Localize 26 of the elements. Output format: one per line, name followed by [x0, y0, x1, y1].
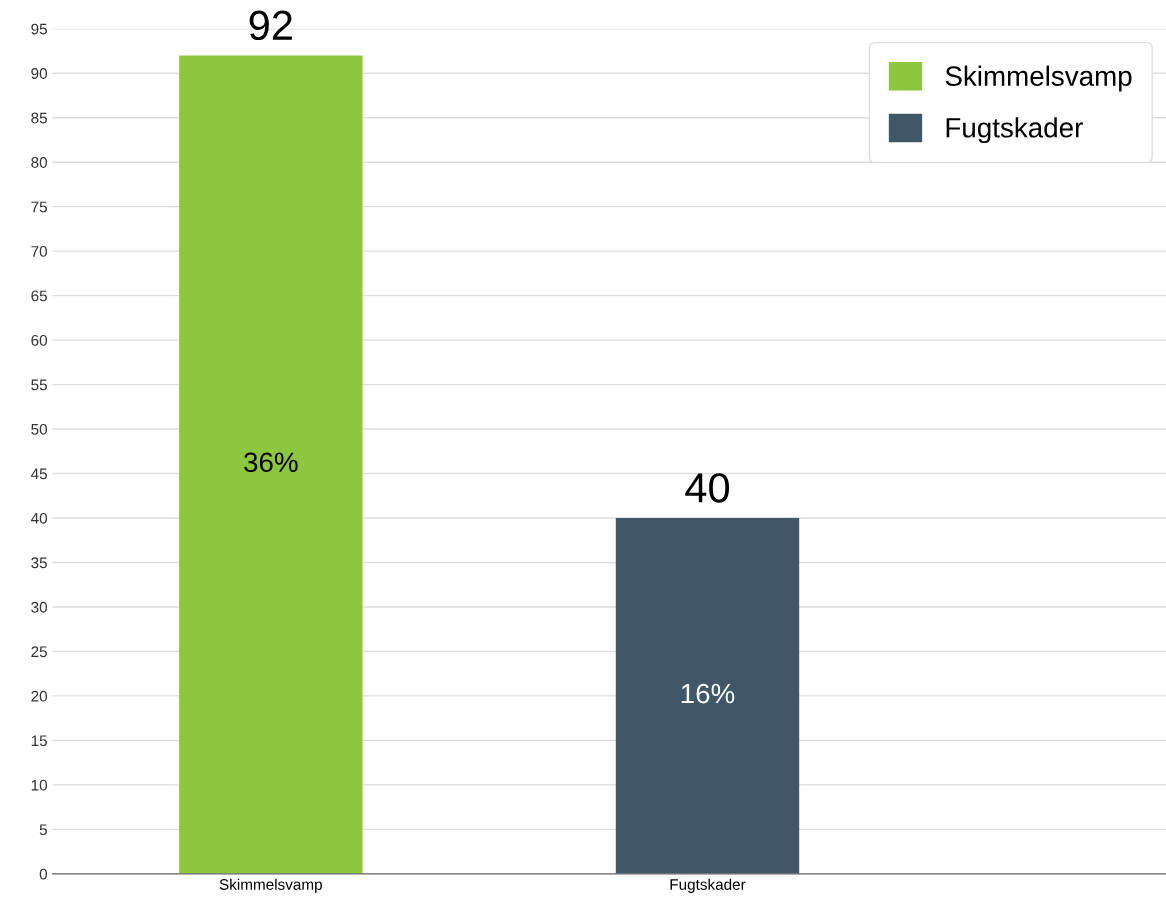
- y-tick-label: 35: [31, 557, 47, 569]
- annotation: 16%: [681, 683, 735, 704]
- y-tick-label: 75: [31, 201, 47, 213]
- y-tick-label: 65: [31, 290, 47, 302]
- y-tick-label: 80: [31, 157, 48, 168]
- legend-label: Skimmelsvamp: [945, 65, 1132, 92]
- y-tick-label: 60: [31, 334, 48, 346]
- y-tick-label: 45: [30, 468, 47, 480]
- y-tick-label: 90: [31, 68, 48, 79]
- y-tick-label: 25: [31, 646, 47, 658]
- y-tick-label: 15: [31, 735, 47, 747]
- y-tick-label: 70: [31, 246, 48, 257]
- y-tick-label: 0: [39, 868, 48, 880]
- data-label: 40: [685, 473, 730, 503]
- y-tick-label: 50: [31, 423, 48, 435]
- y-tick-label: 55: [31, 379, 47, 391]
- legend-label: Fugtskader: [946, 117, 1083, 144]
- y-tick-label: 40: [30, 512, 48, 524]
- annotation: 36%: [244, 452, 298, 473]
- data-label: 92: [249, 10, 292, 41]
- y-tick-label: 10: [31, 779, 48, 791]
- y-tick-label: 30: [31, 601, 48, 613]
- y-tick-label: 95: [31, 23, 47, 35]
- y-tick-label: 5: [39, 824, 47, 836]
- y-tick-label: 20: [31, 690, 48, 702]
- y-tick-label: 85: [31, 112, 47, 124]
